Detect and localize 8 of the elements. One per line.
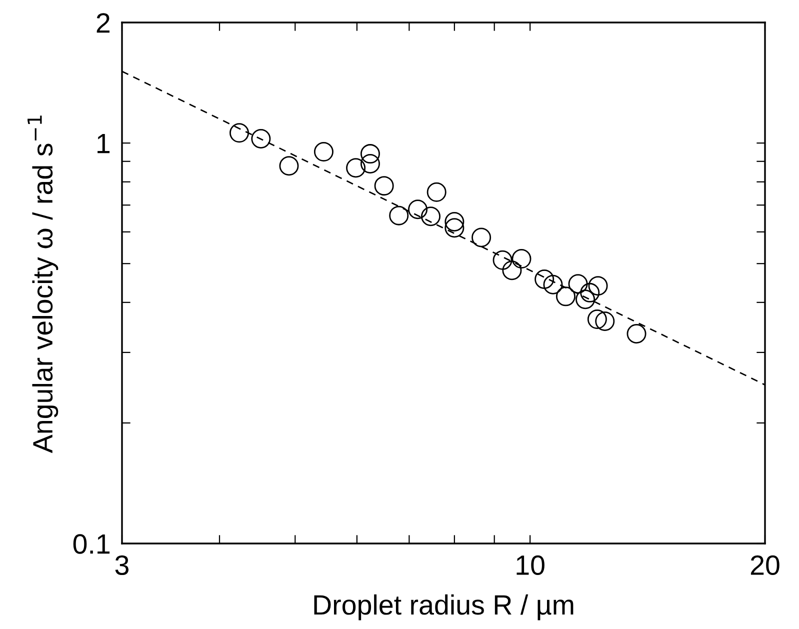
y-tick-label: 1 xyxy=(98,134,110,154)
x-axis-title: Droplet radius R / µm xyxy=(314,594,574,620)
y-axis-title: Angular velocity ω / rad s$^{−1}$ xyxy=(28,116,58,454)
x-tick-label: 3 xyxy=(115,555,129,576)
x-tick-label: 20 xyxy=(750,555,780,576)
x-tick-label: 10 xyxy=(516,555,544,576)
y-tick-label: 0.1 xyxy=(73,534,110,554)
y-tick-label: 2 xyxy=(96,13,110,33)
